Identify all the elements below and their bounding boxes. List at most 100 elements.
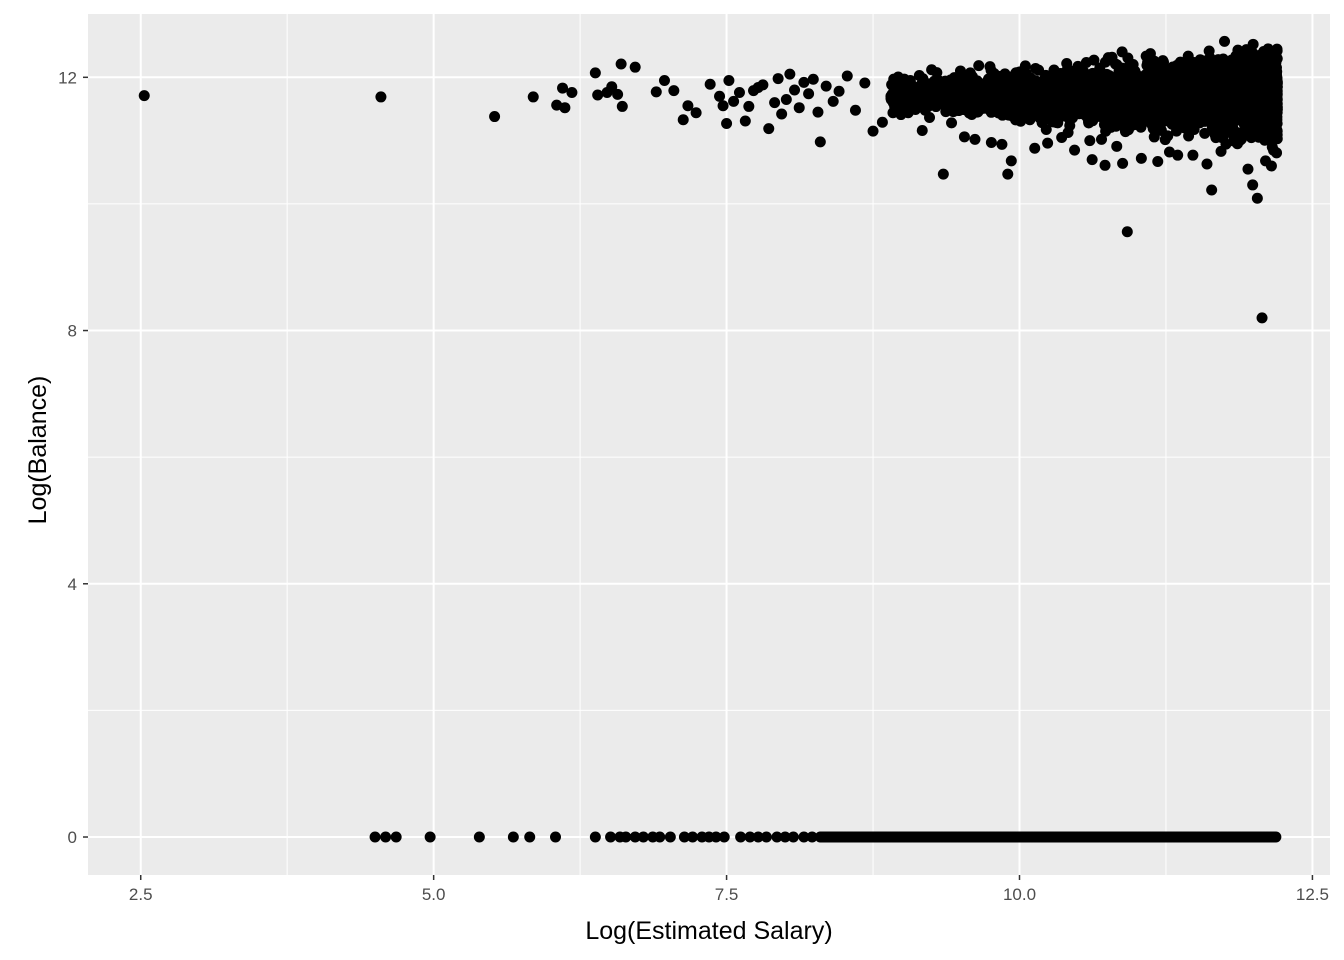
- data-point: [996, 138, 1008, 150]
- data-point: [1247, 179, 1259, 191]
- data-point: [1082, 79, 1094, 91]
- data-point: [803, 88, 815, 100]
- data-point: [1129, 65, 1141, 77]
- data-point: [1102, 52, 1114, 64]
- data-point: [798, 831, 810, 843]
- data-point: [1101, 89, 1113, 101]
- data-point: [924, 111, 936, 123]
- data-point: [806, 831, 818, 843]
- data-point: [743, 100, 755, 112]
- data-point: [867, 125, 879, 137]
- data-point: [1035, 96, 1047, 108]
- data-point: [937, 89, 949, 101]
- data-point: [744, 831, 756, 843]
- data-point: [620, 831, 632, 843]
- data-point: [827, 95, 839, 107]
- data-point: [1161, 94, 1173, 106]
- data-point: [606, 81, 618, 93]
- minor-gridlines: [88, 14, 1330, 875]
- data-point: [898, 78, 910, 90]
- data-point: [723, 74, 735, 86]
- data-point: [1040, 124, 1052, 136]
- y-axis-title: Log(Balance): [24, 376, 52, 525]
- data-point: [1181, 83, 1193, 95]
- data-point: [1116, 99, 1128, 111]
- data-point: [1265, 46, 1277, 58]
- data-point: [757, 79, 769, 91]
- data-point: [704, 78, 716, 90]
- data-point: [380, 831, 392, 843]
- data-point: [1166, 109, 1178, 121]
- data-point: [733, 87, 745, 99]
- data-point: [473, 831, 485, 843]
- data-point: [787, 831, 799, 843]
- data-point: [1251, 192, 1263, 204]
- data-point: [1069, 144, 1081, 156]
- data-point: [814, 136, 826, 148]
- x-tick-label: 10.0: [1003, 885, 1036, 904]
- data-point: [1217, 107, 1229, 119]
- data-point: [138, 90, 150, 102]
- data-point: [1065, 103, 1077, 115]
- data-point: [1265, 160, 1277, 172]
- data-point: [612, 88, 624, 100]
- data-point: [1143, 109, 1155, 121]
- data-point: [637, 831, 649, 843]
- data-point: [1226, 74, 1238, 86]
- data-point: [1201, 158, 1213, 170]
- data-point: [945, 74, 957, 86]
- data-point: [1199, 110, 1211, 122]
- data-point: [1002, 168, 1014, 180]
- data-point: [1219, 61, 1231, 73]
- data-point: [1191, 98, 1203, 110]
- data-point: [978, 79, 990, 91]
- data-point: [1234, 92, 1246, 104]
- data-point: [1266, 62, 1278, 74]
- data-point: [999, 68, 1011, 80]
- data-point: [793, 102, 805, 114]
- data-point: [1145, 61, 1157, 73]
- data-point: [769, 97, 781, 109]
- data-point: [798, 76, 810, 88]
- data-point: [1266, 108, 1278, 120]
- data-point: [763, 123, 775, 135]
- data-point: [1024, 94, 1036, 106]
- data-point: [780, 93, 792, 105]
- y-tick-label: 4: [68, 575, 77, 594]
- data-point: [789, 84, 801, 96]
- data-point: [1267, 81, 1279, 93]
- data-point: [849, 104, 861, 116]
- data-point: [489, 111, 501, 123]
- data-point: [717, 100, 729, 112]
- data-point: [1121, 226, 1133, 238]
- data-point: [1253, 77, 1265, 89]
- y-axis-ticks: 0 4 8 12: [58, 68, 88, 847]
- data-point: [1147, 123, 1159, 135]
- data-point: [984, 61, 996, 73]
- data-point: [1203, 45, 1215, 57]
- data-point: [1213, 116, 1225, 128]
- data-point: [735, 831, 747, 843]
- x-axis-ticks: 2.5 5.0 7.5 10.0 12.5: [129, 875, 1329, 904]
- data-point: [1094, 62, 1106, 74]
- data-point: [605, 831, 617, 843]
- data-point: [760, 831, 772, 843]
- x-axis-title: Log(Estimated Salary): [585, 917, 832, 945]
- data-point: [1131, 89, 1143, 101]
- data-point: [566, 87, 578, 99]
- x-tick-label: 12.5: [1296, 885, 1329, 904]
- data-point: [682, 100, 694, 112]
- data-point: [772, 73, 784, 85]
- data-point: [524, 831, 536, 843]
- data-point: [1182, 50, 1194, 62]
- data-point: [943, 99, 955, 111]
- data-point: [1015, 115, 1027, 127]
- data-point: [1271, 147, 1283, 159]
- data-point: [913, 70, 925, 82]
- data-point: [1122, 80, 1134, 92]
- data-point: [1159, 134, 1171, 146]
- x-tick-label: 5.0: [422, 885, 446, 904]
- data-point: [833, 85, 845, 97]
- data-point: [937, 168, 949, 180]
- data-point: [690, 107, 702, 119]
